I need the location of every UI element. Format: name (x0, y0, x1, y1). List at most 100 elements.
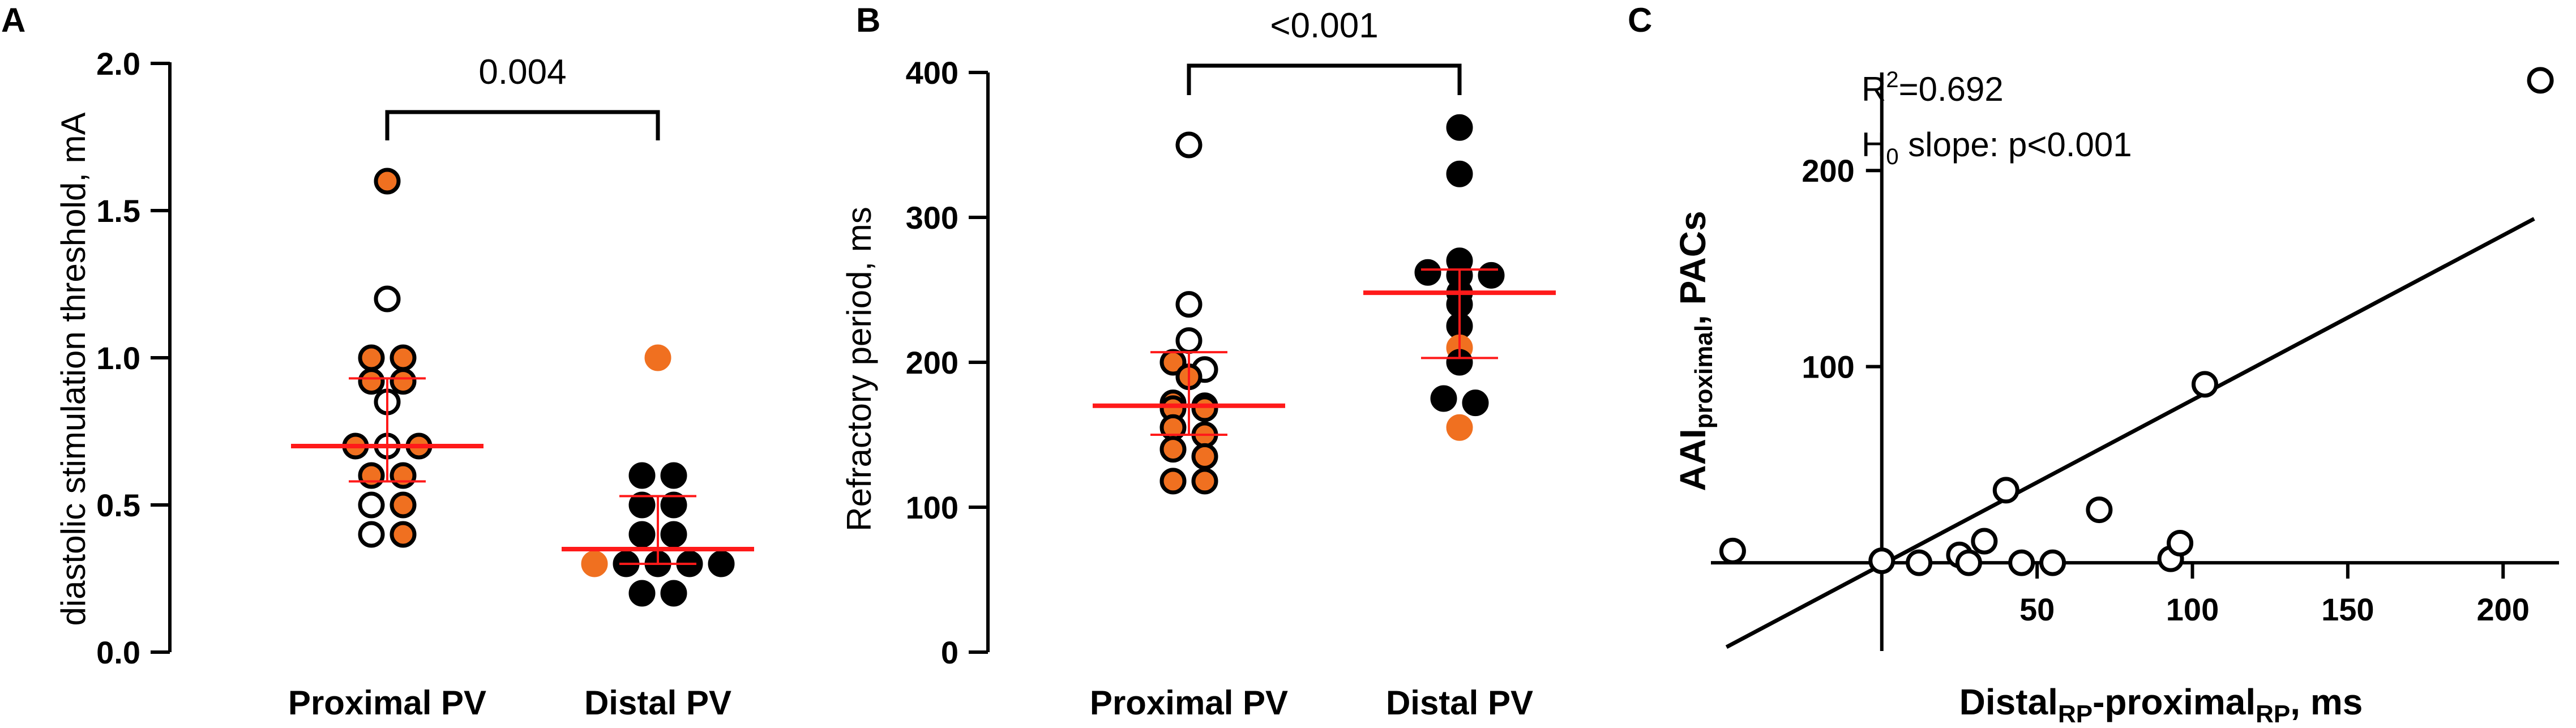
panel-b-proximal-point-13 (1191, 443, 1218, 470)
panel-c-x-tick-label-3: 200 (2477, 592, 2530, 627)
panel-b-letter: B (856, 1, 880, 39)
panel-b-tick-label-2: 200 (906, 345, 958, 380)
panel-b-significance-bracket (1187, 63, 1462, 95)
panel-b-distal-point-1 (1446, 160, 1473, 187)
panel-b-y-axis-label: Refractory period, ms (840, 207, 878, 532)
panel-b-tick-label-4: 400 (906, 55, 958, 91)
panel-a-tick-label-4: 2.0 (96, 46, 140, 82)
panel-a-significance-bracket (385, 110, 660, 140)
panel-a-distal-point-2 (660, 462, 687, 489)
panel-b-proximal-point-1 (1175, 291, 1203, 318)
panel-a-y-ticks: 0.0 0.5 1.0 1.5 2.0 (96, 46, 170, 670)
panel-b-y-ticks: 0 100 200 300 400 (906, 55, 988, 670)
panel-c-regression-line (1725, 217, 2535, 649)
panel-c-point-11 (2167, 529, 2194, 556)
panel-a-proximal-point-12 (358, 491, 385, 519)
panel-c-data-marks (1719, 67, 2554, 649)
panel-b-proximal-point-2 (1175, 327, 1203, 354)
panel-c-point-12 (2191, 371, 2218, 398)
panel-b-category-distal: Distal PV (1386, 684, 1533, 722)
panel-c-y-axis-label: AAIproximal, PACs (1672, 211, 1718, 491)
panel-a-proximal-point-13 (390, 491, 417, 519)
panel-a-distal-point-7 (581, 550, 608, 577)
panel-b-tick-label-3: 300 (906, 200, 958, 235)
panel-c-point-0 (1719, 537, 1746, 564)
panel-c-h0-value: slope: p<0.001 (1899, 126, 2132, 164)
panel-a-data-marks (291, 168, 754, 607)
panel-a-distal-point-13 (660, 580, 687, 607)
panel-c-x-label-a-sub: RP (2058, 700, 2093, 728)
panel-a-distal-point-3 (628, 491, 656, 519)
panel-c: C AAIproximal, PACs DistalRP-proximalRP,… (1628, 1, 2559, 728)
panel-a-distal-point-4 (660, 491, 687, 519)
panel-a-proximal-point-3 (390, 344, 417, 371)
panel-a-distal-point-0 (644, 344, 671, 371)
panel-c-point-2 (1906, 549, 1933, 576)
panel-c-y-tick-label-1: 200 (1802, 153, 1854, 189)
panel-a-distal-point-1 (628, 462, 656, 489)
panel-a-proximal-point-2 (358, 344, 385, 371)
panel-a-proximal-point-4 (358, 368, 385, 395)
panel-a-distal-point-5 (628, 521, 656, 548)
panel-a-distal-point-6 (660, 521, 687, 548)
panel-c-point-6 (1992, 477, 2019, 504)
panel-c-axes: 50 100 150 200 100 200 (1711, 72, 2559, 651)
panel-c-point-7 (2008, 549, 2035, 576)
panel-a-y-axis-label: diastolic stimulation threshold, mA (54, 112, 92, 626)
panel-c-point-5 (1971, 528, 1998, 555)
panel-c-r-value: =0.692 (1899, 70, 2004, 108)
panel-c-y-label-tail: , PACs (1672, 211, 1713, 325)
panel-c-x-tick-label-1: 100 (2166, 592, 2219, 627)
panel-b-proximal-point-3 (1159, 349, 1187, 376)
panel-c-point-13 (2527, 67, 2554, 94)
panel-b-proximal-point-12 (1159, 436, 1187, 463)
panel-b: B Refractory period, ms 0 100 200 300 40… (840, 1, 1556, 722)
panel-b-proximal-point-14 (1159, 468, 1187, 495)
panel-b-distal-point-3 (1414, 259, 1441, 286)
panel-c-letter: C (1628, 1, 1652, 39)
panel-a-tick-label-0: 0.0 (96, 635, 140, 670)
panel-a-category-distal: Distal PV (584, 684, 731, 722)
panel-a-tick-label-2: 1.0 (96, 340, 140, 376)
panel-b-distal-point-5 (1478, 262, 1505, 289)
panel-a: A diastolic stimulation threshold, mA 0.… (1, 1, 754, 722)
panel-c-r-sup: 2 (1886, 67, 1898, 92)
panel-c-h0-slope: H0 slope: p<0.001 (1862, 126, 2132, 169)
panel-b-proximal-point-9 (1191, 395, 1218, 422)
panel-c-point-1 (1868, 547, 1895, 575)
panel-a-proximal-point-15 (390, 521, 417, 548)
panel-b-proximal-point-15 (1191, 468, 1218, 495)
panel-b-tick-label-1: 100 (906, 490, 958, 525)
panel-a-distal-point-12 (628, 580, 656, 607)
panel-c-point-4 (1955, 549, 1982, 576)
panel-c-x-label-tail: , ms (2290, 682, 2363, 722)
panel-c-y-tick-label-0: 100 (1802, 349, 1854, 385)
panel-c-point-8 (2039, 549, 2066, 576)
panel-b-category-proximal: Proximal PV (1090, 684, 1288, 722)
panel-b-tick-label-0: 0 (941, 635, 958, 670)
panel-c-x-tick-label-2: 150 (2321, 592, 2374, 627)
panel-a-proximal-point-10 (358, 462, 385, 489)
panel-b-p-value: <0.001 (1270, 6, 1378, 45)
panel-c-x-axis-label: DistalRP-proximalRP, ms (1959, 682, 2363, 728)
panel-b-data-marks (1093, 114, 1556, 495)
panel-c-y-label-sub: proximal (1690, 325, 1718, 429)
panel-a-p-value: 0.004 (478, 53, 566, 92)
panel-c-y-label-main: AAI (1672, 429, 1713, 491)
panel-a-proximal-point-5 (390, 368, 417, 395)
panel-a-distal-point-11 (708, 550, 735, 577)
panel-b-distal-point-11 (1430, 385, 1457, 412)
panel-a-tick-label-3: 1.5 (96, 193, 140, 229)
panel-c-x-label-b: -proximal (2093, 682, 2256, 722)
panel-b-proximal-point-0 (1175, 131, 1203, 159)
panel-b-distal-point-13 (1446, 414, 1473, 441)
panel-a-proximal-point-0 (374, 168, 401, 195)
panel-c-annotation: R2=0.692 H0 slope: p<0.001 (1862, 67, 2132, 169)
panel-c-point-9 (2086, 496, 2113, 524)
panel-c-x-tick-label-0: 50 (2019, 592, 2055, 627)
panel-b-distal-point-0 (1446, 114, 1473, 141)
panel-a-proximal-point-11 (390, 462, 417, 489)
panel-a-letter: A (1, 1, 25, 39)
